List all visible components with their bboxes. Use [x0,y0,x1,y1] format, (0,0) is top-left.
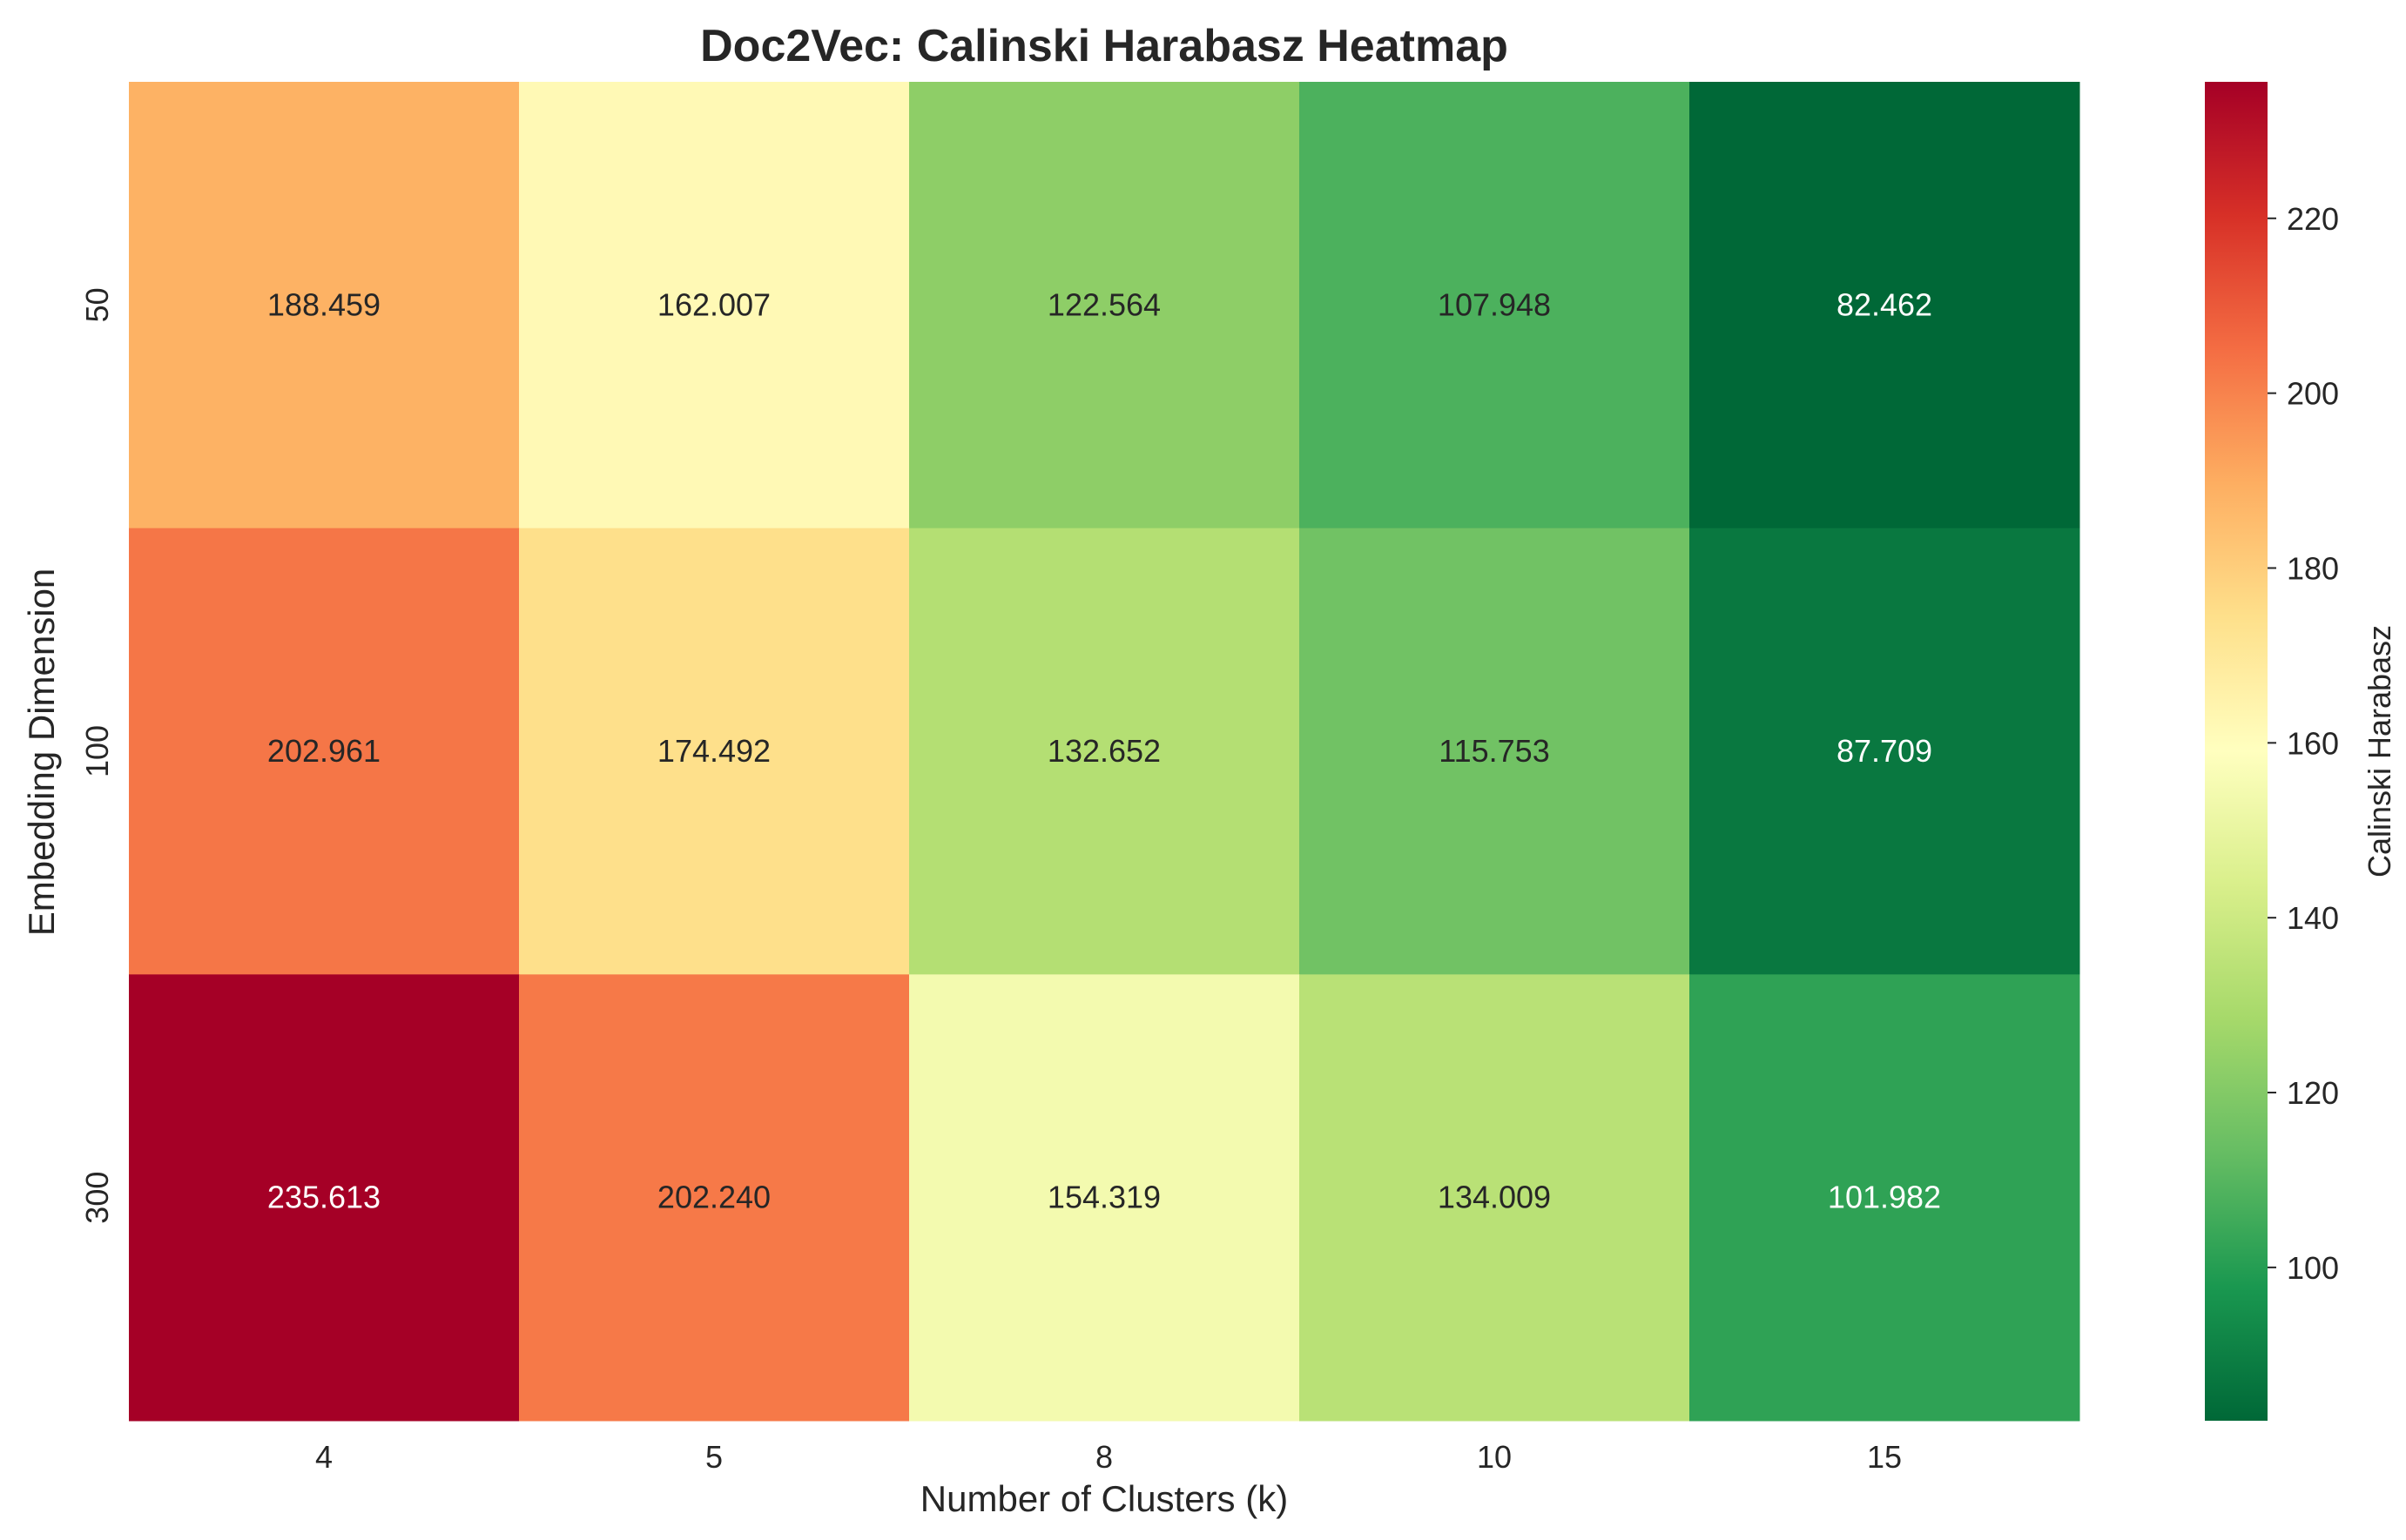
y-axis-ticks: 50 100 300 [79,287,115,1223]
cell-value-label: 122.564 [1048,286,1161,322]
heatmap-cell [909,974,1300,1422]
heatmap-cell [1299,528,1690,975]
y-tick-label: 50 [79,287,115,322]
y-tick-label: 300 [79,1172,115,1224]
cell-value-label: 174.492 [657,733,771,769]
cell-value-label: 132.652 [1048,733,1161,769]
cell-value-label: 115.753 [1439,733,1549,769]
x-tick-label: 10 [1477,1439,1512,1475]
heatmap-cell [1299,82,1690,529]
cell-value-label: 87.709 [1837,733,1932,769]
heatmap-cell [909,82,1300,529]
heatmap-cell [129,528,520,975]
colorbar-tick-label: 220 [2287,201,2339,237]
heatmap-cell [519,974,910,1422]
cell-value-label: 188.459 [267,286,381,322]
colorbar-tick-label: 100 [2287,1250,2339,1286]
heatmap-cell [519,82,910,529]
colorbar: 100 120 140 160 180 200 220 Calinski Harabasz [2205,82,2397,1421]
cell-value-label: 101.982 [1828,1180,1941,1215]
heatmap-cell [1689,974,2080,1422]
heatmap-cell [909,528,1300,975]
colorbar-label: Calinski Harabasz [2362,625,2397,878]
colorbar-tick-label: 180 [2287,550,2339,586]
cell-value-label: 202.961 [267,733,381,769]
x-tick-label: 8 [1095,1439,1113,1475]
heatmap-cell [129,974,520,1422]
heatmap-cell [519,528,910,975]
heatmap-cell [1299,974,1690,1422]
cell-value-label: 235.613 [267,1180,381,1215]
x-axis-label: Number of Clusters (k) [920,1478,1288,1519]
heatmap-cell [1689,82,2080,529]
x-tick-label: 5 [705,1439,723,1475]
y-axis-label: Embedding Dimension [21,568,62,937]
heatmap-cell [129,82,520,529]
cell-value-label: 134.009 [1438,1180,1551,1215]
chart-title: Doc2Vec: Calinski Harabasz Heatmap [700,21,1508,71]
x-tick-label: 15 [1867,1439,1902,1475]
cell-value-label: 162.007 [657,286,771,322]
heatmap-cells: 188.459 162.007 122.564 107.948 82.462 202.96… [129,82,2080,1422]
cell-value-label: 82.462 [1837,286,1932,322]
heatmap-cell [1689,528,2080,975]
x-axis-ticks: 4 5 8 10 15 [315,1439,1902,1475]
x-tick-label: 4 [315,1439,333,1475]
colorbar-tick-label: 120 [2287,1075,2339,1111]
cell-value-label: 107.948 [1438,286,1551,322]
colorbar-tick-label: 200 [2287,376,2339,412]
cell-value-label: 202.240 [657,1180,771,1215]
colorbar-ticks: 100 120 140 160 180 200 220 [2268,201,2339,1286]
y-tick-label: 100 [79,725,115,777]
colorbar-tick-label: 160 [2287,725,2339,761]
cell-value-label: 154.319 [1048,1180,1161,1215]
colorbar-gradient [2205,82,2268,1421]
colorbar-tick-label: 140 [2287,900,2339,936]
